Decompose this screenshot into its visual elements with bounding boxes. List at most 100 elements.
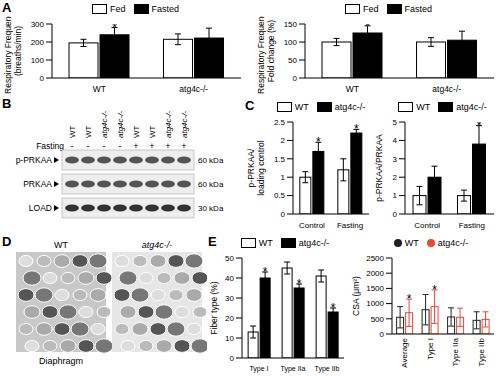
svg-text:Type IIa: Type IIa: [451, 337, 460, 366]
svg-text:Fiber type (%): Fiber type (%): [209, 281, 219, 335]
svg-text:Control: Control: [414, 221, 440, 230]
svg-text:100: 100: [284, 38, 298, 47]
svg-text:0.5: 0.5: [274, 191, 286, 200]
svg-text:0: 0: [281, 210, 286, 219]
svg-text:2500: 2500: [366, 254, 384, 263]
svg-text:WT: WT: [148, 125, 157, 138]
html-text:Fed: Fed: [363, 4, 379, 14]
svg-text:2: 2: [281, 136, 286, 145]
svg-text:WT: WT: [93, 84, 106, 94]
svg-text:Type I: Type I: [249, 365, 268, 373]
svg-text:(breaths/min): (breaths/min): [13, 26, 23, 76]
svg-text:2000: 2000: [366, 269, 384, 278]
svg-text:Type I: Type I: [426, 338, 435, 360]
svg-text:-: -: [87, 141, 90, 151]
svg-text:50: 50: [225, 254, 234, 263]
svg-text:LOAD: LOAD: [29, 203, 52, 213]
svg-text:atg4c-/-: atg4c-/-: [180, 111, 189, 138]
svg-text:0: 0: [380, 330, 385, 339]
svg-text:Type IIb: Type IIb: [477, 337, 486, 366]
html-text:C: C: [245, 98, 255, 113]
html-text:D: D: [2, 234, 12, 249]
svg-text:-: -: [119, 141, 122, 151]
svg-text:-: -: [71, 141, 74, 151]
svg-text:Diaphragm: Diaphragm: [39, 356, 83, 366]
svg-text:p-PRKAA/PRKAA: p-PRKAA/PRKAA: [374, 134, 384, 202]
html-text:B: B: [2, 96, 12, 111]
svg-text:0: 0: [40, 74, 45, 83]
html-text:WT: WT: [258, 238, 273, 248]
svg-text:Average: Average: [400, 337, 409, 367]
svg-text:atg4c-/-: atg4c-/-: [432, 84, 461, 94]
svg-text:Type IIb: Type IIb: [315, 365, 340, 373]
svg-text:atg4c-/-: atg4c-/-: [142, 240, 173, 250]
svg-text:+: +: [149, 141, 154, 151]
svg-text:*: *: [297, 277, 302, 291]
svg-text:1500: 1500: [366, 284, 384, 293]
svg-text:WT: WT: [346, 84, 359, 94]
html-text:atg4c-/-: atg4c-/-: [437, 238, 469, 248]
html-text:A: A: [2, 0, 12, 15]
svg-text:2: 2: [393, 173, 398, 182]
svg-text:Type IIa: Type IIa: [281, 365, 306, 373]
html-text:atg4c-/-: atg4c-/-: [456, 102, 487, 112]
svg-text:atg4c-/-: atg4c-/-: [116, 111, 125, 138]
svg-text:loading control: loading control: [256, 140, 266, 195]
svg-text:2.5: 2.5: [274, 118, 286, 127]
svg-text:1: 1: [393, 191, 398, 200]
svg-text:Fasting: Fasting: [459, 221, 485, 230]
svg-text:+: +: [165, 141, 170, 151]
svg-text:60 kDa: 60 kDa: [198, 180, 224, 189]
svg-text:PRKAA: PRKAA: [23, 179, 52, 189]
html-text:atg4c-/-: atg4c-/-: [334, 102, 366, 112]
svg-text:50: 50: [288, 56, 297, 65]
svg-text:WT: WT: [68, 125, 77, 138]
html-text:Fed: Fed: [110, 4, 126, 14]
svg-text:*: *: [331, 301, 336, 315]
svg-text:5: 5: [393, 118, 398, 127]
svg-text:WT: WT: [54, 240, 68, 250]
svg-text:WT: WT: [132, 125, 141, 138]
svg-text:CSA (μm²): CSA (μm²): [351, 276, 361, 316]
svg-text:atg4c-/-: atg4c-/-: [164, 111, 173, 138]
svg-text:30: 30: [225, 294, 234, 303]
svg-text:WT: WT: [84, 125, 93, 138]
svg-text:60 kDa: 60 kDa: [198, 156, 224, 165]
svg-text:0: 0: [230, 354, 235, 363]
html-text:WT: WT: [404, 238, 419, 248]
svg-text:0: 0: [293, 74, 298, 83]
svg-text:3: 3: [393, 155, 398, 164]
svg-text:500: 500: [371, 315, 385, 324]
svg-text:1: 1: [281, 173, 286, 182]
svg-text:30 kDa: 30 kDa: [198, 204, 224, 213]
html-text:Fasted: Fasted: [151, 4, 179, 14]
svg-text:1000: 1000: [366, 299, 384, 308]
svg-text:Respiratory Frequency: Respiratory Frequency: [256, 16, 266, 94]
svg-text:300: 300: [31, 20, 45, 29]
svg-text:+: +: [133, 141, 138, 151]
svg-text:40: 40: [225, 274, 234, 283]
html-text:WT: WT: [294, 102, 309, 112]
svg-text:p-PRKAA/: p-PRKAA/: [246, 148, 256, 187]
svg-text:p-PRKAA: p-PRKAA: [16, 155, 53, 165]
svg-text:150: 150: [284, 20, 298, 29]
svg-text:Fold change (%): Fold change (%): [266, 20, 276, 83]
svg-text:10: 10: [225, 334, 234, 343]
html-text:Fasted: Fasted: [404, 4, 432, 14]
svg-text:+: +: [181, 141, 186, 151]
svg-text:*: *: [354, 122, 359, 136]
svg-text:4: 4: [393, 136, 398, 145]
html-text:atg4c-/-: atg4c-/-: [298, 238, 330, 248]
html-text:WT: WT: [416, 102, 431, 112]
svg-text:atg4c-/-: atg4c-/-: [179, 84, 208, 94]
svg-text:Control: Control: [299, 221, 325, 230]
svg-text:20: 20: [225, 314, 234, 323]
svg-text:Fasting: Fasting: [337, 221, 363, 230]
svg-text:1.5: 1.5: [274, 155, 286, 164]
svg-text:200: 200: [31, 38, 45, 47]
svg-text:atg4c-/-: atg4c-/-: [100, 111, 109, 138]
svg-text:Fasting: Fasting: [36, 141, 64, 151]
svg-text:0: 0: [393, 210, 398, 219]
svg-text:-: -: [103, 141, 106, 151]
svg-text:100: 100: [31, 56, 45, 65]
